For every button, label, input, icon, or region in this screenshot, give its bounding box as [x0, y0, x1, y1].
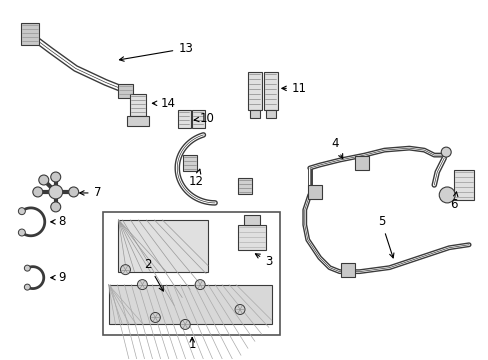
Circle shape — [49, 185, 62, 199]
Circle shape — [195, 280, 205, 289]
Circle shape — [39, 175, 49, 185]
Circle shape — [180, 319, 190, 329]
Text: 11: 11 — [281, 82, 306, 95]
Bar — [453, 170, 473, 200]
Text: 6: 6 — [449, 192, 457, 211]
Bar — [264, 72, 277, 110]
Text: 10: 10 — [194, 112, 215, 125]
Text: 3: 3 — [255, 254, 272, 268]
Bar — [118, 220, 208, 272]
Text: 13: 13 — [119, 42, 193, 61]
Bar — [118, 84, 133, 98]
Circle shape — [150, 312, 160, 323]
Circle shape — [68, 187, 79, 197]
Bar — [102, 212, 279, 336]
Bar — [127, 116, 149, 126]
Bar — [354, 156, 368, 170]
Text: 4: 4 — [330, 137, 342, 158]
Bar — [244, 215, 260, 225]
Circle shape — [51, 172, 61, 182]
Bar — [340, 263, 354, 276]
Text: 7: 7 — [80, 186, 101, 199]
Circle shape — [440, 147, 450, 157]
Bar — [265, 110, 275, 118]
Circle shape — [438, 187, 454, 203]
Text: 5: 5 — [377, 215, 393, 258]
Bar — [108, 285, 271, 324]
Bar — [21, 23, 39, 45]
Circle shape — [120, 265, 130, 275]
Bar — [307, 185, 321, 199]
Circle shape — [19, 229, 25, 236]
Circle shape — [19, 208, 25, 215]
Bar — [178, 110, 191, 128]
Circle shape — [24, 284, 30, 290]
Bar — [192, 110, 205, 128]
Bar — [249, 110, 260, 118]
Bar — [183, 155, 197, 171]
Bar — [238, 225, 265, 250]
Text: 1: 1 — [188, 338, 196, 351]
Bar — [238, 178, 251, 194]
Circle shape — [137, 280, 147, 289]
Bar — [247, 72, 262, 110]
Text: 2: 2 — [144, 258, 163, 291]
Text: 8: 8 — [51, 215, 66, 228]
Bar — [130, 94, 146, 116]
Text: 12: 12 — [188, 169, 203, 189]
Text: 14: 14 — [152, 97, 175, 110]
Text: 9: 9 — [51, 271, 66, 284]
Circle shape — [33, 187, 42, 197]
Circle shape — [51, 202, 61, 212]
Circle shape — [235, 305, 244, 315]
Circle shape — [24, 265, 30, 271]
